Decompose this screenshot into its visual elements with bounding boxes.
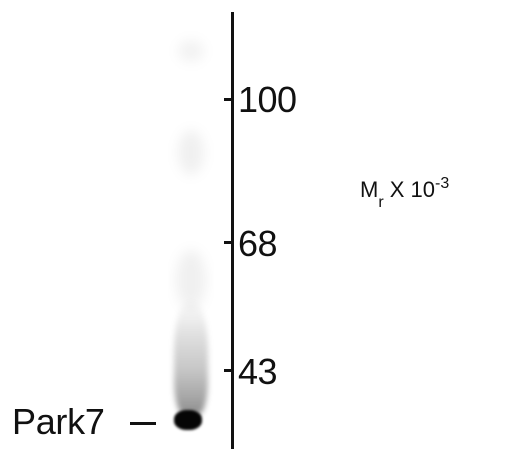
- lane-background-smudge: [176, 250, 206, 310]
- unit-subscript: r: [378, 194, 384, 211]
- marker-label-43: 43: [238, 351, 278, 392]
- band-label: Park7: [12, 401, 105, 442]
- band-label-dash: [130, 422, 156, 425]
- molecular-weight-unit-label: Mr X 10-3: [360, 176, 449, 211]
- blot-lane: [168, 0, 214, 449]
- lane-background-smudge: [178, 40, 204, 62]
- marker-label-100: 100: [238, 79, 297, 120]
- marker-label-68: 68: [238, 223, 278, 264]
- lane-background-smudge: [178, 130, 204, 175]
- park7-band: [174, 410, 202, 430]
- unit-base: M: [360, 177, 379, 202]
- lane-smear: [174, 300, 208, 415]
- marker-tick-43: [224, 369, 234, 372]
- marker-tick-100: [224, 98, 234, 101]
- unit-exponent: -3: [435, 175, 450, 192]
- marker-axis-line: [231, 12, 234, 449]
- marker-tick-68: [224, 241, 234, 244]
- unit-times: X 10: [383, 177, 436, 202]
